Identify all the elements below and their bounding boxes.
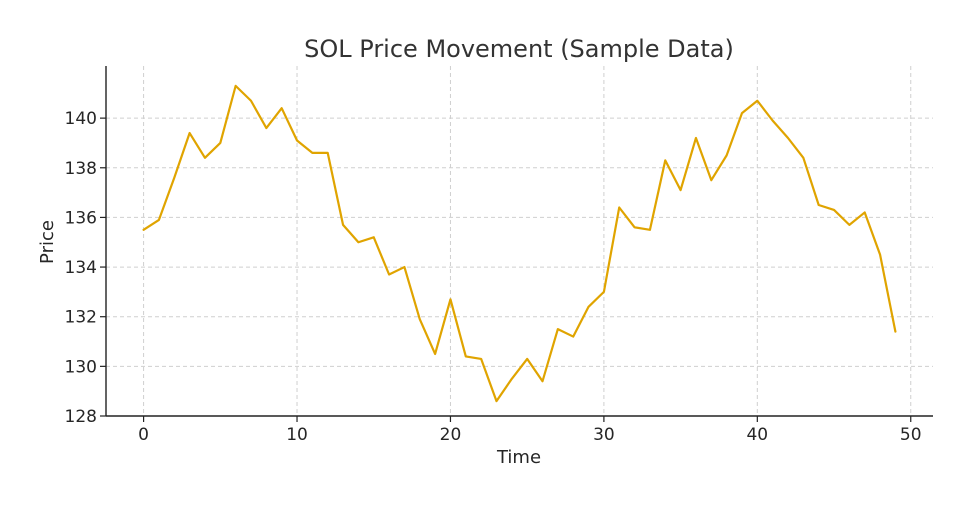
x-tick-label: 50 [900,425,922,445]
y-tick-label: 132 [65,308,97,328]
x-tick-label: 20 [440,425,462,445]
y-tick-label: 136 [65,208,97,228]
x-tick-label: 40 [746,425,768,445]
y-tick-label: 134 [65,258,97,278]
chart-title: SOL Price Movement (Sample Data) [304,35,734,63]
series-line [142,84,897,403]
x-tick-label: 10 [286,425,308,445]
ticks: 0 10 20 30 40 50 128 130 132 134 136 138 140 [65,109,922,445]
y-tick-label: 128 [65,407,97,427]
y-tick-label: 140 [65,109,97,129]
y-tick-label: 130 [65,357,97,377]
x-tick-label: 0 [138,425,149,445]
x-tick-label: 30 [593,425,615,445]
y-tick-label: 138 [65,159,97,179]
axes [105,66,933,417]
y-axis-label: Price [37,220,58,264]
series-layer [142,84,897,403]
x-axis-label: Time [496,447,541,468]
grid [106,66,933,417]
